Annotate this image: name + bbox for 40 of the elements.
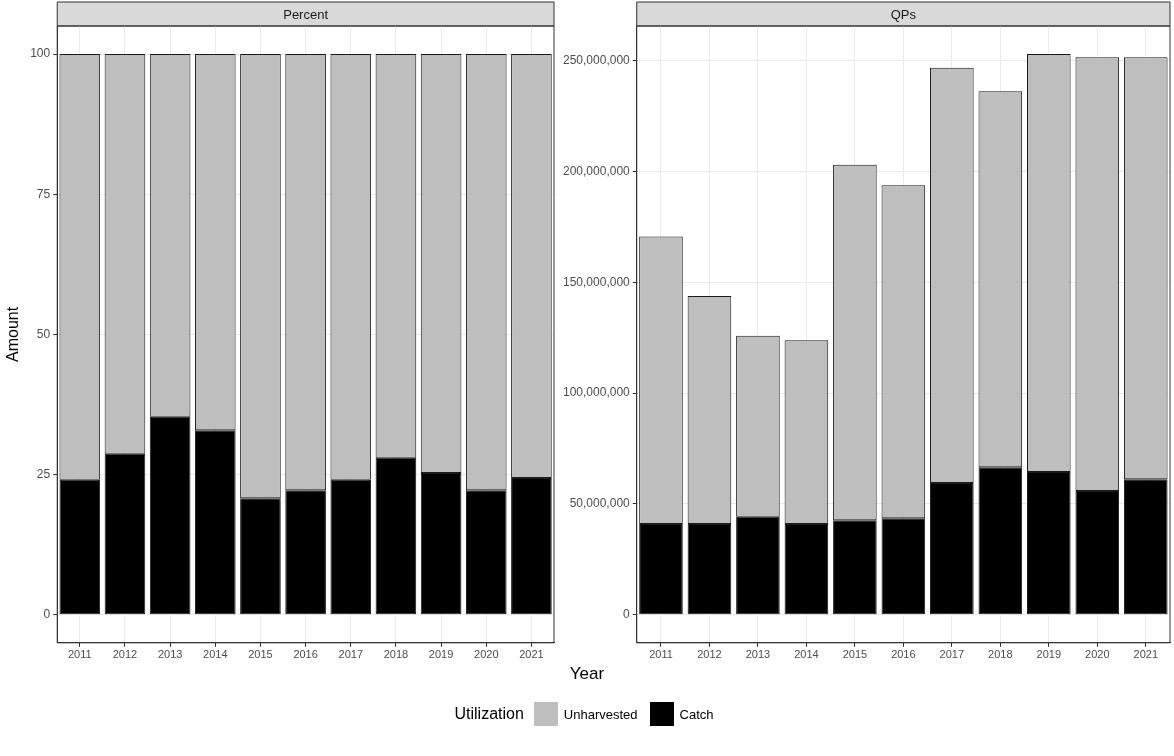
y-tick-label: 100,000,000 — [563, 385, 631, 400]
x-tick-label: 2011 — [67, 648, 92, 661]
x-tick-label: 2012 — [697, 648, 722, 661]
x-tick-label: 2013 — [745, 648, 771, 661]
x-tick-label: 2019 — [428, 648, 454, 661]
x-tick-label: 2015 — [842, 648, 868, 661]
y-tick-label: 25 — [36, 466, 51, 481]
x-tick-label: 2018 — [988, 648, 1013, 661]
x-tick-label: 2015 — [248, 648, 273, 661]
x-tick-label: 2014 — [203, 648, 228, 661]
x-tick-label: 2012 — [112, 648, 138, 661]
x-tick-label: 2021 — [519, 648, 544, 661]
x-tick-label: 2020 — [474, 648, 499, 661]
x-axis-title: Year — [569, 664, 605, 683]
x-tick-label: 2014 — [794, 648, 819, 661]
y-tick-label: 50 — [36, 326, 51, 341]
x-tick-label: 2020 — [1085, 648, 1110, 661]
legend-title: Utilization — [454, 705, 524, 723]
y-tick-label: 0 — [623, 607, 631, 622]
x-tick-label: 2017 — [338, 648, 364, 661]
chart-title: Percent — [283, 6, 329, 22]
legend-label: Unharvested — [563, 706, 638, 722]
x-tick-label: 2018 — [383, 648, 409, 661]
y-axis-title: Amount — [4, 306, 22, 362]
x-tick-label: 2011 — [649, 648, 673, 661]
y-tick-label: 100 — [30, 46, 51, 61]
x-tick-label: 2016 — [293, 648, 318, 661]
y-tick-label: 150,000,000 — [563, 274, 631, 289]
y-tick-label: 75 — [36, 186, 51, 201]
y-tick-label: 200,000,000 — [563, 163, 631, 178]
x-tick-label: 2017 — [939, 648, 965, 661]
x-tick-label: 2016 — [891, 648, 916, 661]
x-tick-label: 2021 — [1133, 648, 1158, 661]
x-tick-label: 2013 — [157, 648, 183, 661]
y-tick-label: 50,000,000 — [569, 496, 631, 511]
y-tick-label: 250,000,000 — [563, 53, 631, 67]
legend-label: Catch — [679, 706, 714, 722]
x-tick-label: 2019 — [1036, 648, 1062, 661]
y-tick-label: 0 — [43, 607, 51, 622]
chart-title: QPs — [890, 6, 917, 22]
